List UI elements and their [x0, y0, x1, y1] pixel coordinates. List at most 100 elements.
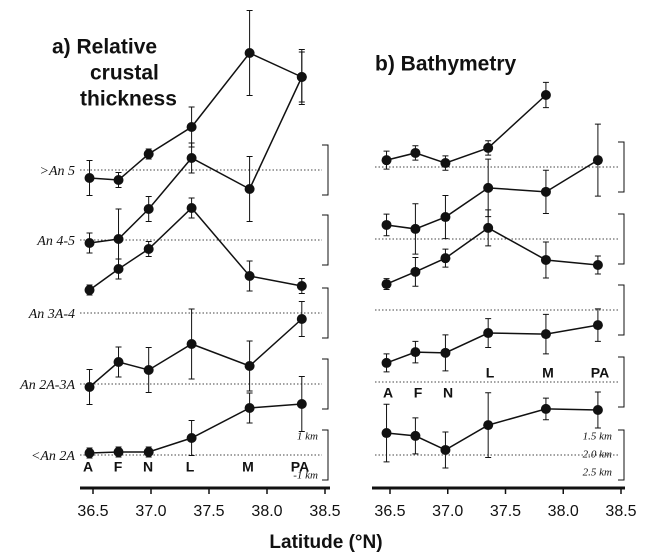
data-point: [410, 266, 421, 277]
scale-bracket: [618, 356, 625, 408]
segment-label: F: [114, 459, 123, 475]
x-tick-label: 36.5: [77, 503, 108, 520]
series-line: [386, 159, 599, 230]
data-point: [143, 204, 154, 214]
data-point: [296, 281, 307, 291]
data-point: [410, 147, 421, 158]
segment-label: L: [486, 365, 495, 381]
x-tick-label: 38.5: [605, 503, 636, 520]
data-point: [244, 361, 255, 371]
scale-bracket: [618, 284, 625, 336]
data-point: [186, 339, 197, 349]
data-point: [113, 447, 124, 457]
panel-title: b) Bathymetry: [375, 53, 517, 76]
data-point: [410, 347, 421, 358]
segment-label: N: [143, 459, 153, 475]
data-point: [113, 357, 124, 367]
scale-label: 2.0 km: [583, 449, 612, 461]
segment-label: N: [443, 385, 453, 401]
scale-bracket: [618, 429, 625, 481]
data-point: [483, 420, 494, 431]
data-point: [410, 223, 421, 234]
data-point: [186, 433, 197, 443]
data-point: [592, 320, 603, 331]
series-line: [386, 227, 598, 285]
data-point: [84, 448, 95, 458]
scale-label: 1.5 km: [583, 431, 612, 443]
segment-label: PA: [591, 365, 609, 381]
data-point: [244, 403, 255, 413]
segment-label: PA: [291, 459, 309, 475]
data-point: [186, 153, 197, 163]
segment-label: F: [414, 385, 423, 401]
data-point: [592, 155, 603, 166]
data-point: [381, 155, 392, 166]
scale-bracket: [618, 141, 625, 193]
x-tick-label: 37.0: [135, 503, 166, 520]
segment-label: M: [242, 459, 254, 475]
scale-bracket: [322, 358, 329, 410]
series-label: An 3A-4: [28, 307, 75, 322]
series-label: >An 5: [40, 164, 76, 179]
data-point: [113, 234, 124, 244]
data-point: [296, 314, 307, 324]
panel-title: thickness: [80, 88, 177, 111]
data-point: [483, 222, 494, 233]
data-point: [440, 253, 451, 264]
data-point: [113, 175, 124, 185]
series-label: <An 2A: [31, 449, 75, 464]
x-tick-label: 38.0: [251, 503, 282, 520]
data-point: [84, 173, 95, 183]
series-line: [89, 403, 302, 454]
series-line: [386, 408, 598, 451]
data-point: [113, 264, 124, 274]
x-tick-label: 38.5: [309, 503, 340, 520]
x-tick-label: 36.5: [374, 503, 405, 520]
data-point: [381, 219, 392, 230]
x-tick-label: 37.0: [432, 503, 463, 520]
data-point: [540, 90, 551, 100]
data-point: [143, 365, 154, 375]
data-point: [296, 399, 307, 409]
data-point: [440, 347, 451, 358]
segment-label: L: [186, 459, 195, 475]
x-axis-label: Latitude (°N): [269, 532, 382, 553]
data-point: [244, 48, 255, 58]
data-point: [186, 203, 197, 213]
scale-label: 2.5 km: [583, 467, 612, 479]
scale-bracket: [618, 213, 625, 265]
scale-bracket: [322, 144, 329, 196]
data-point: [440, 212, 451, 223]
data-point: [592, 260, 603, 270]
data-point: [440, 444, 451, 455]
data-point: [143, 447, 154, 457]
data-point: [540, 254, 551, 265]
data-point: [244, 184, 255, 194]
scale-bracket: [322, 214, 329, 266]
data-point: [186, 122, 197, 132]
scale-label: -1 km: [293, 470, 318, 482]
data-point: [84, 238, 95, 248]
x-tick-label: 38.0: [548, 503, 579, 520]
series-line: [386, 324, 599, 364]
data-point: [381, 357, 392, 368]
data-point: [483, 142, 494, 153]
panel-title: a) Relative: [52, 36, 157, 59]
data-point: [84, 285, 95, 295]
scale-label: 1 km: [297, 431, 318, 443]
scale-bracket: [322, 287, 329, 339]
data-point: [540, 186, 551, 197]
series-line: [89, 318, 303, 388]
segment-label: M: [542, 365, 554, 381]
data-point: [244, 271, 255, 281]
x-tick-label: 37.5: [193, 503, 224, 520]
x-tick-label: 37.5: [490, 503, 521, 520]
segment-label: A: [83, 459, 93, 475]
scale-bracket: [322, 429, 329, 481]
data-point: [381, 428, 392, 439]
data-point: [410, 430, 421, 441]
segment-label: A: [383, 385, 393, 401]
series-label: An 4-5: [36, 234, 75, 249]
panel-title: crustal: [90, 62, 159, 85]
